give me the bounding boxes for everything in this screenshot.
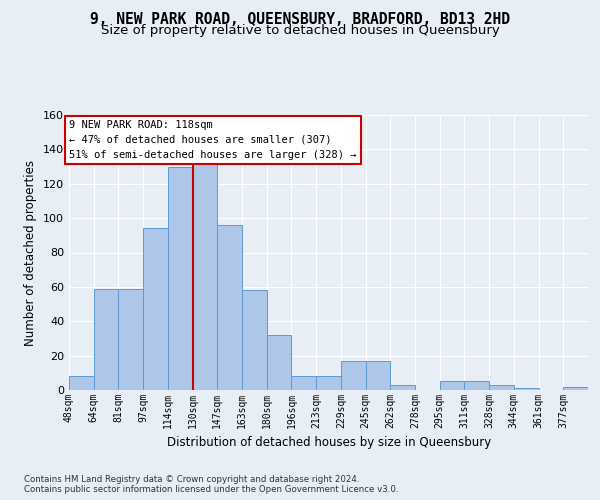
Bar (390, 385, 415, 390)
Bar (489, 385, 514, 390)
Bar (365, 361, 390, 390)
Bar (440, 382, 464, 390)
Text: Distribution of detached houses by size in Queensbury: Distribution of detached houses by size … (167, 436, 491, 449)
Bar (69, 376, 94, 390)
Y-axis label: Number of detached properties: Number of detached properties (25, 160, 37, 346)
Bar (514, 388, 539, 390)
Bar (563, 386, 588, 390)
Bar (217, 225, 242, 390)
Text: 9 NEW PARK ROAD: 118sqm
← 47% of detached houses are smaller (307)
51% of semi-d: 9 NEW PARK ROAD: 118sqm ← 47% of detache… (70, 120, 357, 160)
Text: Contains HM Land Registry data © Crown copyright and database right 2024.: Contains HM Land Registry data © Crown c… (24, 474, 359, 484)
Bar (143, 228, 168, 390)
Bar (193, 163, 217, 390)
Bar (292, 376, 316, 390)
Bar (242, 290, 267, 390)
Text: 9, NEW PARK ROAD, QUEENSBURY, BRADFORD, BD13 2HD: 9, NEW PARK ROAD, QUEENSBURY, BRADFORD, … (90, 12, 510, 28)
Bar (464, 382, 489, 390)
Bar (267, 335, 292, 390)
Bar (316, 376, 341, 390)
Bar (341, 361, 365, 390)
Bar (168, 166, 193, 390)
Bar (118, 288, 143, 390)
Bar (94, 288, 118, 390)
Text: Size of property relative to detached houses in Queensbury: Size of property relative to detached ho… (101, 24, 499, 37)
Text: Contains public sector information licensed under the Open Government Licence v3: Contains public sector information licen… (24, 484, 398, 494)
